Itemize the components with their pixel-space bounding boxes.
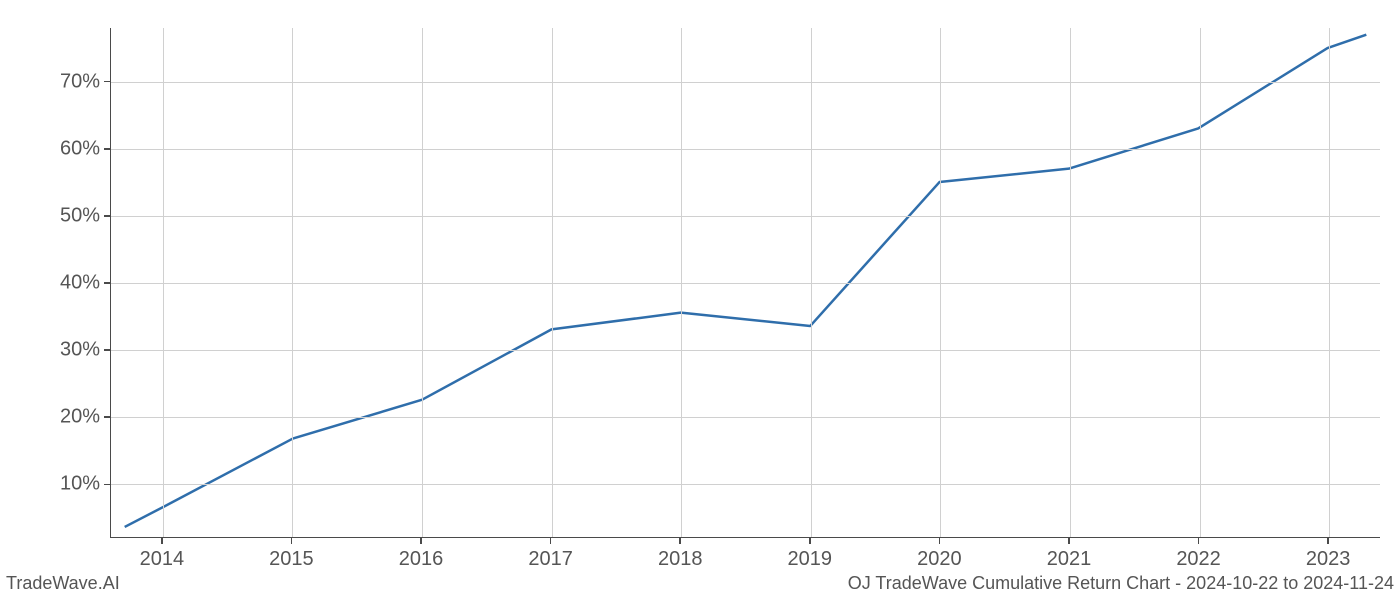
- x-tick-label: 2016: [399, 548, 444, 571]
- plot-area: [110, 28, 1380, 538]
- y-tick-label: 20%: [52, 406, 100, 429]
- x-tick-mark: [291, 538, 293, 544]
- footer-right-text: OJ TradeWave Cumulative Return Chart - 2…: [848, 573, 1394, 594]
- x-tick-label: 2015: [269, 548, 314, 571]
- x-tick-label: 2022: [1176, 548, 1221, 571]
- grid-line-horizontal: [111, 484, 1380, 485]
- grid-line-horizontal: [111, 350, 1380, 351]
- y-tick-mark: [104, 484, 110, 486]
- x-tick-label: 2019: [788, 548, 833, 571]
- grid-line-horizontal: [111, 283, 1380, 284]
- y-tick-mark: [104, 349, 110, 351]
- x-tick-label: 2023: [1306, 548, 1351, 571]
- x-tick-mark: [1068, 538, 1070, 544]
- x-tick-label: 2021: [1047, 548, 1092, 571]
- y-tick-label: 70%: [52, 70, 100, 93]
- x-tick-label: 2014: [140, 548, 185, 571]
- y-tick-label: 40%: [52, 272, 100, 295]
- y-tick-mark: [104, 282, 110, 284]
- x-tick-label: 2017: [528, 548, 573, 571]
- x-tick-mark: [679, 538, 681, 544]
- x-tick-mark: [939, 538, 941, 544]
- x-tick-mark: [550, 538, 552, 544]
- grid-line-horizontal: [111, 216, 1380, 217]
- footer-left-text: TradeWave.AI: [6, 573, 120, 594]
- y-tick-mark: [104, 81, 110, 83]
- grid-line-horizontal: [111, 149, 1380, 150]
- y-tick-label: 10%: [52, 473, 100, 496]
- x-tick-mark: [420, 538, 422, 544]
- chart-container: TradeWave.AI OJ TradeWave Cumulative Ret…: [0, 0, 1400, 600]
- y-tick-label: 60%: [52, 137, 100, 160]
- y-tick-label: 50%: [52, 204, 100, 227]
- x-tick-mark: [1198, 538, 1200, 544]
- line-series: [125, 35, 1367, 527]
- x-tick-mark: [1327, 538, 1329, 544]
- x-tick-mark: [809, 538, 811, 544]
- x-tick-label: 2018: [658, 548, 703, 571]
- x-tick-label: 2020: [917, 548, 962, 571]
- grid-line-horizontal: [111, 417, 1380, 418]
- x-tick-mark: [161, 538, 163, 544]
- grid-line-horizontal: [111, 82, 1380, 83]
- y-tick-mark: [104, 215, 110, 217]
- y-tick-mark: [104, 416, 110, 418]
- y-tick-mark: [104, 148, 110, 150]
- y-tick-label: 30%: [52, 339, 100, 362]
